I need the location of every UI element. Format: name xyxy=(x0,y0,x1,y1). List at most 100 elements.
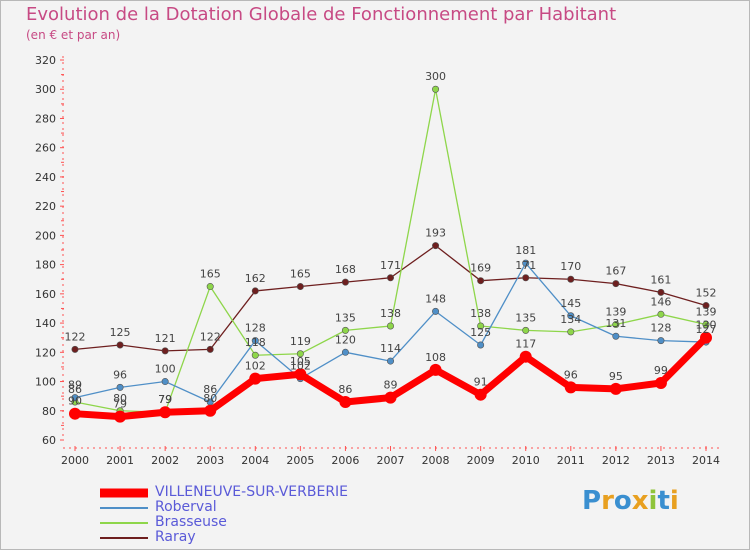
data-label: 89 xyxy=(384,379,398,392)
x-tick-label: 2014 xyxy=(692,454,720,467)
series-roberval xyxy=(71,259,710,406)
data-label: 181 xyxy=(515,244,536,257)
y-tick-label: 80 xyxy=(42,405,56,418)
data-label: 139 xyxy=(605,306,626,319)
data-point xyxy=(522,259,530,267)
data-point xyxy=(296,350,304,358)
x-tick-label: 2000 xyxy=(61,454,89,467)
data-label: 193 xyxy=(425,227,446,240)
data-label: 117 xyxy=(515,338,536,351)
data-label: 114 xyxy=(380,342,401,355)
logo-letter: i xyxy=(669,486,679,516)
data-label: 79 xyxy=(113,398,127,411)
data-label: 131 xyxy=(605,317,626,330)
x-tick-label: 2010 xyxy=(512,454,540,467)
data-point xyxy=(702,302,710,310)
data-point xyxy=(384,391,397,404)
data-label: 119 xyxy=(290,335,311,348)
data-label: 79 xyxy=(158,393,172,406)
data-point xyxy=(429,363,442,376)
data-label: 90 xyxy=(68,395,82,408)
logo-letter: r xyxy=(601,486,614,516)
data-label: 165 xyxy=(200,268,221,281)
series-villeneuve xyxy=(69,331,712,423)
y-tick-label: 280 xyxy=(35,112,56,125)
data-point xyxy=(341,278,349,286)
legend-label: Roberval xyxy=(155,499,217,515)
data-label: 139 xyxy=(696,306,717,319)
legend-label: VILLENEUVE-SUR-VERBERIE xyxy=(155,484,349,500)
data-label: 80 xyxy=(203,392,217,405)
data-label: 138 xyxy=(380,307,401,320)
data-point xyxy=(477,277,485,285)
data-label: 165 xyxy=(290,268,311,281)
data-label: 102 xyxy=(290,360,311,373)
data-label: 96 xyxy=(564,368,578,381)
logo-letter: P xyxy=(582,486,602,516)
data-point xyxy=(161,378,169,386)
data-label: 122 xyxy=(65,330,86,343)
data-label: 99 xyxy=(654,364,668,377)
data-point xyxy=(386,357,394,365)
data-point xyxy=(432,307,440,315)
logo-letter: x xyxy=(631,486,649,516)
data-label: 146 xyxy=(650,295,671,308)
data-label: 300 xyxy=(425,70,446,83)
data-label: 86 xyxy=(338,383,352,396)
data-label: 168 xyxy=(335,263,356,276)
data-point xyxy=(386,322,394,330)
legend-swatch xyxy=(100,536,148,539)
data-label: 171 xyxy=(515,259,536,272)
data-point xyxy=(522,326,530,334)
data-label: 125 xyxy=(110,326,131,339)
y-tick-label: 320 xyxy=(35,54,56,67)
data-point xyxy=(206,345,214,353)
data-point xyxy=(432,242,440,250)
x-tick-label: 2005 xyxy=(286,454,314,467)
data-label: 127 xyxy=(696,323,717,336)
logo-letter: i xyxy=(648,486,658,516)
chart-title: Evolution de la Dotation Globale de Fonc… xyxy=(26,4,617,25)
legend-swatch xyxy=(100,488,148,497)
data-label: 125 xyxy=(470,326,491,339)
data-point xyxy=(116,383,124,391)
data-point xyxy=(567,328,575,336)
data-label: 170 xyxy=(560,260,581,273)
data-point xyxy=(386,274,394,282)
data-point xyxy=(567,312,575,320)
data-point xyxy=(657,337,665,345)
legend-label: Brasseuse xyxy=(155,514,227,530)
data-point xyxy=(71,394,79,402)
data-label: 135 xyxy=(515,311,536,324)
x-tick-label: 2009 xyxy=(467,454,495,467)
x-tick-label: 2011 xyxy=(557,454,585,467)
data-point xyxy=(474,388,487,401)
data-point xyxy=(339,396,352,408)
data-label: 171 xyxy=(380,259,401,272)
legend-swatch xyxy=(100,506,148,509)
data-label: 105 xyxy=(290,355,311,368)
data-point xyxy=(609,382,622,395)
data-point xyxy=(522,274,530,282)
data-point xyxy=(251,351,259,359)
y-tick-label: 200 xyxy=(35,229,56,242)
data-point xyxy=(567,275,575,283)
data-label: 148 xyxy=(425,292,446,305)
y-tick-label: 140 xyxy=(35,317,56,330)
data-label: 95 xyxy=(609,370,623,383)
data-point xyxy=(116,341,124,349)
y-tick-label: 240 xyxy=(35,171,56,184)
data-label: 118 xyxy=(245,336,266,349)
logo-letter: o xyxy=(613,486,632,516)
data-label: 130 xyxy=(696,319,717,332)
chart-series xyxy=(69,85,712,423)
x-tick-label: 2007 xyxy=(377,454,405,467)
data-label: 167 xyxy=(605,265,626,278)
data-point xyxy=(564,381,577,394)
y-tick-label: 300 xyxy=(35,83,56,96)
data-label: 89 xyxy=(68,379,82,392)
data-label: 122 xyxy=(200,330,221,343)
y-tick-label: 260 xyxy=(35,142,56,155)
data-point xyxy=(519,350,532,363)
data-point xyxy=(159,406,172,419)
